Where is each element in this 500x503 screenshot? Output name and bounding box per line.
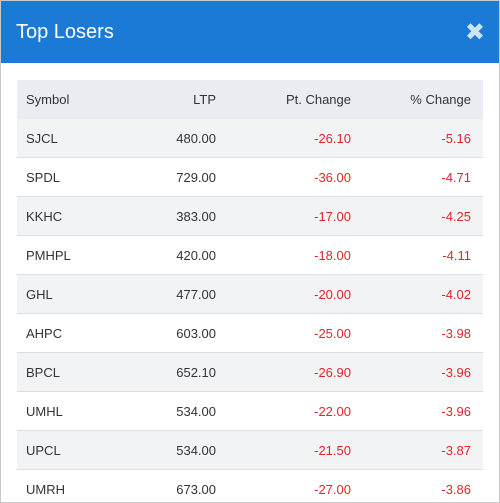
cell-pct-change: -4.02 <box>351 274 483 314</box>
table-row[interactable]: AHPC 603.00 -25.00 -3.98 <box>17 313 483 353</box>
cell-pct-change: -4.25 <box>351 196 483 236</box>
table-row[interactable]: UMRH 673.00 -27.00 -3.86 <box>17 469 483 502</box>
cell-pct-change: -3.98 <box>351 313 483 353</box>
cell-pct-change: -4.71 <box>351 157 483 197</box>
cell-symbol: PMHPL <box>17 235 136 275</box>
cell-symbol: UPCL <box>17 430 136 470</box>
cell-pct-change: -4.11 <box>351 235 483 275</box>
cell-pt-change: -26.90 <box>216 352 351 392</box>
cell-pct-change: -3.96 <box>351 391 483 431</box>
cell-symbol: UMHL <box>17 391 136 431</box>
table-row[interactable]: BPCL 652.10 -26.90 -3.96 <box>17 352 483 392</box>
table-row[interactable]: UMHL 534.00 -22.00 -3.96 <box>17 391 483 431</box>
cell-symbol: AHPC <box>17 313 136 353</box>
cell-ltp: 603.00 <box>136 313 216 353</box>
header-pct-change[interactable]: % Change <box>410 92 471 107</box>
losers-table: Symbol LTP Pt. Change % Change SJCL 480.0… <box>17 80 483 502</box>
cell-ltp: 652.10 <box>136 352 216 392</box>
cell-pt-change: -21.50 <box>216 430 351 470</box>
table-header: Symbol LTP Pt. Change % Change <box>17 80 483 119</box>
table-row[interactable]: PMHPL 420.00 -18.00 -4.11 <box>17 235 483 275</box>
cell-ltp: 480.00 <box>136 119 216 158</box>
cell-pt-change: -22.00 <box>216 391 351 431</box>
cell-ltp: 383.00 <box>136 196 216 236</box>
header-pt-change[interactable]: Pt. Change <box>285 92 351 107</box>
cell-pt-change: -27.00 <box>216 469 351 502</box>
table-row[interactable]: UPCL 534.00 -21.50 -3.87 <box>17 430 483 470</box>
cell-ltp: 673.00 <box>136 469 216 502</box>
cell-symbol: GHL <box>17 274 136 314</box>
table-header-row: Symbol LTP Pt. Change % Change <box>17 80 483 119</box>
cell-ltp: 477.00 <box>136 274 216 314</box>
dialog-title: Top Losers <box>16 20 114 43</box>
cell-ltp: 729.00 <box>136 157 216 197</box>
cell-pct-change: -3.86 <box>351 469 483 502</box>
cell-pt-change: -18.00 <box>216 235 351 275</box>
cell-pct-change: -5.16 <box>351 119 483 158</box>
cell-pct-change: -3.87 <box>351 430 483 470</box>
cell-pct-change: -3.96 <box>351 352 483 392</box>
table-row[interactable]: SJCL 480.00 -26.10 -5.16 <box>17 119 483 158</box>
table-row[interactable]: KKHC 383.00 -17.00 -4.25 <box>17 196 483 236</box>
cell-pt-change: -26.10 <box>216 119 351 158</box>
cell-ltp: 420.00 <box>136 235 216 275</box>
cell-pt-change: -36.00 <box>216 157 351 197</box>
cell-symbol: SPDL <box>17 157 136 197</box>
cell-pt-change: -17.00 <box>216 196 351 236</box>
table-body: SJCL 480.00 -26.10 -5.16 SPDL 729.00 -36.00 -4.… <box>17 119 483 502</box>
cell-symbol: SJCL <box>17 119 136 158</box>
cell-ltp: 534.00 <box>136 430 216 470</box>
cell-pt-change: -25.00 <box>216 313 351 353</box>
cell-ltp: 534.00 <box>136 391 216 431</box>
dialog-header: Top Losers ✖ <box>1 1 499 63</box>
cell-symbol: UMRH <box>17 469 136 502</box>
table-row[interactable]: SPDL 729.00 -36.00 -4.71 <box>17 157 483 197</box>
header-ltp[interactable]: LTP <box>193 92 216 107</box>
close-icon[interactable]: ✖ <box>464 19 485 46</box>
table-row[interactable]: GHL 477.00 -20.00 -4.02 <box>17 274 483 314</box>
header-symbol[interactable]: Symbol <box>26 92 70 107</box>
cell-symbol: BPCL <box>17 352 136 392</box>
cell-pt-change: -20.00 <box>216 274 351 314</box>
cell-symbol: KKHC <box>17 196 136 236</box>
dialog-body: Symbol LTP Pt. Change % Change SJCL 480.0… <box>1 63 499 502</box>
